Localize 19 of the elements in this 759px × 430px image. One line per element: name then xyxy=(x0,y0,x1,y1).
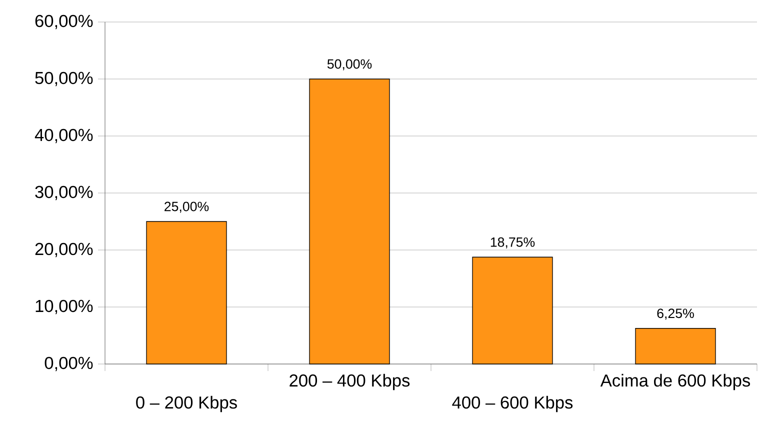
y-tick-label: 10,00% xyxy=(36,300,93,314)
data-label: 50,00% xyxy=(327,59,372,70)
y-tick-label: 40,00% xyxy=(34,128,93,144)
x-tick-label: 0 – 200 Kbps xyxy=(136,396,237,412)
bar xyxy=(472,256,553,364)
bar xyxy=(146,221,227,364)
x-tick-label: 200 – 400 Kbps xyxy=(290,374,410,390)
data-label: 18,75% xyxy=(490,237,535,248)
bar xyxy=(635,328,716,364)
y-tick-label: 30,00% xyxy=(35,186,93,200)
x-tick-label: Acima de 600 Kbps xyxy=(600,374,750,390)
y-tick-label: 50,00% xyxy=(35,72,93,86)
y-tick-label: 0,00% xyxy=(44,356,93,372)
bar xyxy=(309,78,390,364)
y-tick-label: 60,00% xyxy=(35,14,93,30)
x-tick-label: 400 – 600 Kbps xyxy=(452,396,573,412)
data-label: 6,25% xyxy=(657,308,694,320)
y-tick-label: 20,00% xyxy=(35,242,93,258)
data-label: 25,00% xyxy=(164,202,209,213)
